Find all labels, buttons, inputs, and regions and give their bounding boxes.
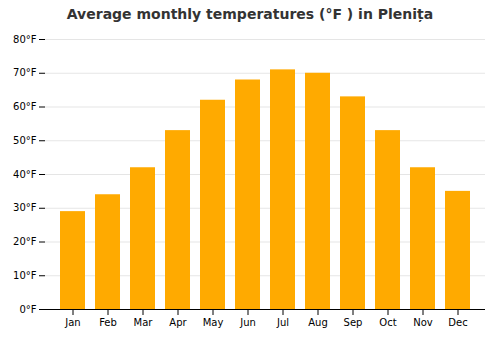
svg-text:40°F: 40°F — [13, 169, 37, 180]
svg-text:Nov: Nov — [413, 317, 433, 328]
svg-text:Jan: Jan — [64, 317, 80, 328]
svg-text:Oct: Oct — [379, 317, 396, 328]
svg-text:May: May — [203, 317, 224, 328]
svg-text:Mar: Mar — [134, 317, 154, 328]
svg-text:20°F: 20°F — [13, 236, 37, 247]
svg-text:10°F: 10°F — [13, 270, 37, 281]
svg-text:70°F: 70°F — [13, 67, 37, 78]
svg-text:Dec: Dec — [448, 317, 467, 328]
svg-text:60°F: 60°F — [13, 101, 37, 112]
svg-text:0°F: 0°F — [19, 304, 36, 315]
svg-text:Jul: Jul — [276, 317, 289, 328]
svg-text:80°F: 80°F — [13, 34, 37, 45]
svg-text:Sep: Sep — [344, 317, 363, 328]
svg-text:Feb: Feb — [99, 317, 117, 328]
html-text:Average monthly temperatures (: Average monthly temperatures (°F ) in Pl… — [66, 6, 434, 22]
svg-text:Jun: Jun — [239, 317, 256, 328]
svg-text:50°F: 50°F — [13, 135, 37, 146]
svg-text:30°F: 30°F — [13, 202, 37, 213]
svg-text:Aug: Aug — [308, 317, 328, 328]
svg-text:Apr: Apr — [169, 317, 187, 328]
